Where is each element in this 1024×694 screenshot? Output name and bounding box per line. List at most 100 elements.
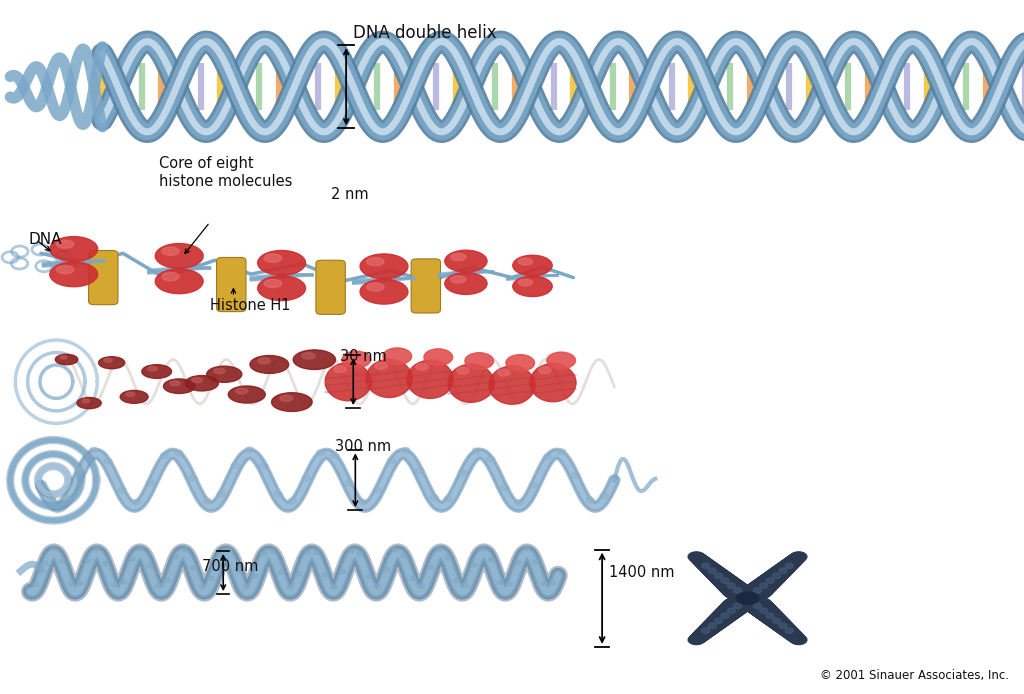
Ellipse shape <box>691 632 709 642</box>
Circle shape <box>529 482 538 488</box>
Circle shape <box>269 549 275 553</box>
Circle shape <box>779 568 787 573</box>
Circle shape <box>506 582 512 586</box>
Ellipse shape <box>513 276 552 296</box>
Text: 300 nm: 300 nm <box>336 439 391 454</box>
Text: 700 nm: 700 nm <box>202 559 259 574</box>
Ellipse shape <box>788 553 806 563</box>
Ellipse shape <box>763 613 786 626</box>
Ellipse shape <box>693 556 711 566</box>
Circle shape <box>721 613 729 618</box>
Ellipse shape <box>774 563 795 575</box>
Ellipse shape <box>547 352 575 369</box>
Circle shape <box>146 564 153 568</box>
Circle shape <box>217 491 225 497</box>
Ellipse shape <box>689 634 707 643</box>
Ellipse shape <box>713 608 738 623</box>
Ellipse shape <box>776 623 797 635</box>
Circle shape <box>68 581 74 585</box>
Circle shape <box>401 448 410 453</box>
Circle shape <box>279 570 285 575</box>
Ellipse shape <box>721 581 749 597</box>
Ellipse shape <box>715 606 740 621</box>
Ellipse shape <box>774 622 795 634</box>
Circle shape <box>772 573 780 579</box>
Ellipse shape <box>59 356 68 359</box>
Ellipse shape <box>701 564 722 575</box>
Ellipse shape <box>745 599 774 615</box>
Ellipse shape <box>763 613 786 627</box>
Ellipse shape <box>770 566 792 578</box>
Ellipse shape <box>788 553 805 564</box>
Ellipse shape <box>745 582 773 598</box>
Ellipse shape <box>717 577 743 593</box>
Ellipse shape <box>498 369 510 376</box>
Ellipse shape <box>776 561 797 573</box>
Ellipse shape <box>718 578 744 593</box>
Ellipse shape <box>214 369 225 373</box>
Ellipse shape <box>716 605 741 620</box>
Ellipse shape <box>771 620 793 632</box>
Ellipse shape <box>693 630 711 641</box>
Ellipse shape <box>705 566 726 579</box>
Ellipse shape <box>694 557 713 568</box>
Circle shape <box>85 559 91 563</box>
Ellipse shape <box>771 564 793 577</box>
Ellipse shape <box>711 611 735 625</box>
Ellipse shape <box>690 632 708 643</box>
Ellipse shape <box>721 599 750 615</box>
Ellipse shape <box>791 552 807 561</box>
Ellipse shape <box>120 391 148 403</box>
Ellipse shape <box>760 611 784 625</box>
Ellipse shape <box>777 624 797 636</box>
Ellipse shape <box>407 360 453 398</box>
Ellipse shape <box>698 561 718 573</box>
Ellipse shape <box>707 569 730 582</box>
Ellipse shape <box>506 355 535 371</box>
Ellipse shape <box>258 358 270 364</box>
Circle shape <box>544 455 552 460</box>
Circle shape <box>721 578 729 584</box>
Circle shape <box>331 453 339 459</box>
Circle shape <box>766 613 774 618</box>
Ellipse shape <box>772 564 794 576</box>
Ellipse shape <box>763 570 786 584</box>
Ellipse shape <box>736 592 759 604</box>
Circle shape <box>727 583 735 589</box>
Circle shape <box>498 580 504 584</box>
Ellipse shape <box>701 620 723 632</box>
Ellipse shape <box>785 631 803 641</box>
Circle shape <box>348 548 354 552</box>
Ellipse shape <box>705 617 727 629</box>
Circle shape <box>345 480 353 486</box>
Ellipse shape <box>716 577 742 592</box>
Ellipse shape <box>743 597 772 613</box>
Circle shape <box>766 578 774 584</box>
Ellipse shape <box>756 607 781 621</box>
Circle shape <box>138 546 144 550</box>
Circle shape <box>754 603 762 609</box>
Ellipse shape <box>788 634 806 643</box>
Ellipse shape <box>745 582 774 598</box>
Circle shape <box>501 485 509 491</box>
Circle shape <box>340 570 346 574</box>
Ellipse shape <box>766 568 788 582</box>
Ellipse shape <box>714 575 739 590</box>
Ellipse shape <box>746 581 774 597</box>
Ellipse shape <box>383 348 412 364</box>
Ellipse shape <box>712 573 736 587</box>
Ellipse shape <box>708 569 731 583</box>
Ellipse shape <box>767 616 790 629</box>
Ellipse shape <box>755 606 780 621</box>
Ellipse shape <box>703 566 725 578</box>
Ellipse shape <box>250 355 289 373</box>
Circle shape <box>708 568 716 573</box>
Ellipse shape <box>170 381 180 386</box>
Circle shape <box>733 603 741 609</box>
Circle shape <box>454 579 460 583</box>
Ellipse shape <box>721 600 749 616</box>
Ellipse shape <box>748 600 775 616</box>
Ellipse shape <box>787 632 805 643</box>
Ellipse shape <box>185 375 218 391</box>
Ellipse shape <box>264 280 282 287</box>
